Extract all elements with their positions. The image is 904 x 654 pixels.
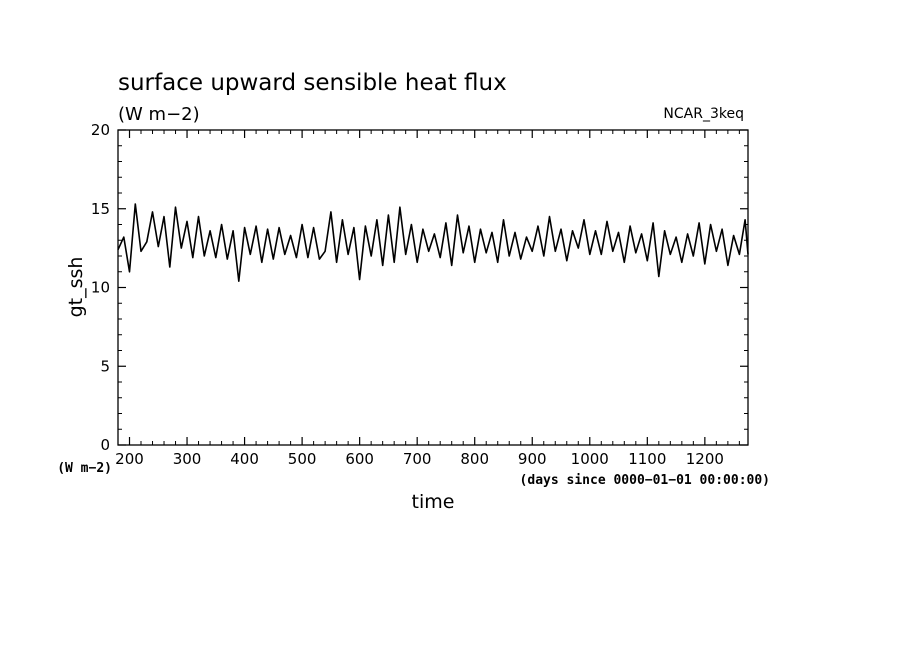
x-axis-units: (days since 0000−01−01 00:00:00) [520, 473, 770, 488]
x-tick-label: 1000 [571, 450, 609, 468]
chart-units: (W m−2) [118, 104, 200, 125]
x-tick-label: 900 [518, 450, 547, 468]
y-tick-label: 10 [91, 279, 110, 297]
chart-title: surface upward sensible heat flux [118, 70, 507, 96]
y-tick-label: 0 [100, 436, 110, 454]
x-tick-label: 700 [403, 450, 432, 468]
series-line [117, 203, 749, 282]
y-tick-label: 15 [91, 200, 110, 218]
y-tick-label: 20 [91, 121, 110, 139]
x-axis-title: time [412, 491, 455, 513]
x-tick-label: 500 [288, 450, 317, 468]
x-tick-label: 800 [460, 450, 489, 468]
y-tick-labels: 0 5 10 15 20 [91, 121, 110, 454]
axis-ticks [117, 129, 748, 446]
plot-frame [117, 129, 749, 446]
x-tick-labels: 200 300 400 500 600 700 800 900 1000 1100 1200 [115, 450, 724, 468]
y-axis-title: gt_ssh [65, 257, 87, 318]
x-tick-label: 600 [345, 450, 374, 468]
x-tick-label: 300 [173, 450, 202, 468]
dataset-label: NCAR_3keq [663, 106, 744, 122]
x-tick-label: 1100 [628, 450, 666, 468]
y-tick-label: 5 [100, 357, 110, 375]
x-tick-label: 1200 [686, 450, 724, 468]
y-units-corner: (W m−2) [57, 461, 112, 476]
x-tick-label: 200 [115, 450, 144, 468]
x-tick-label: 400 [230, 450, 259, 468]
